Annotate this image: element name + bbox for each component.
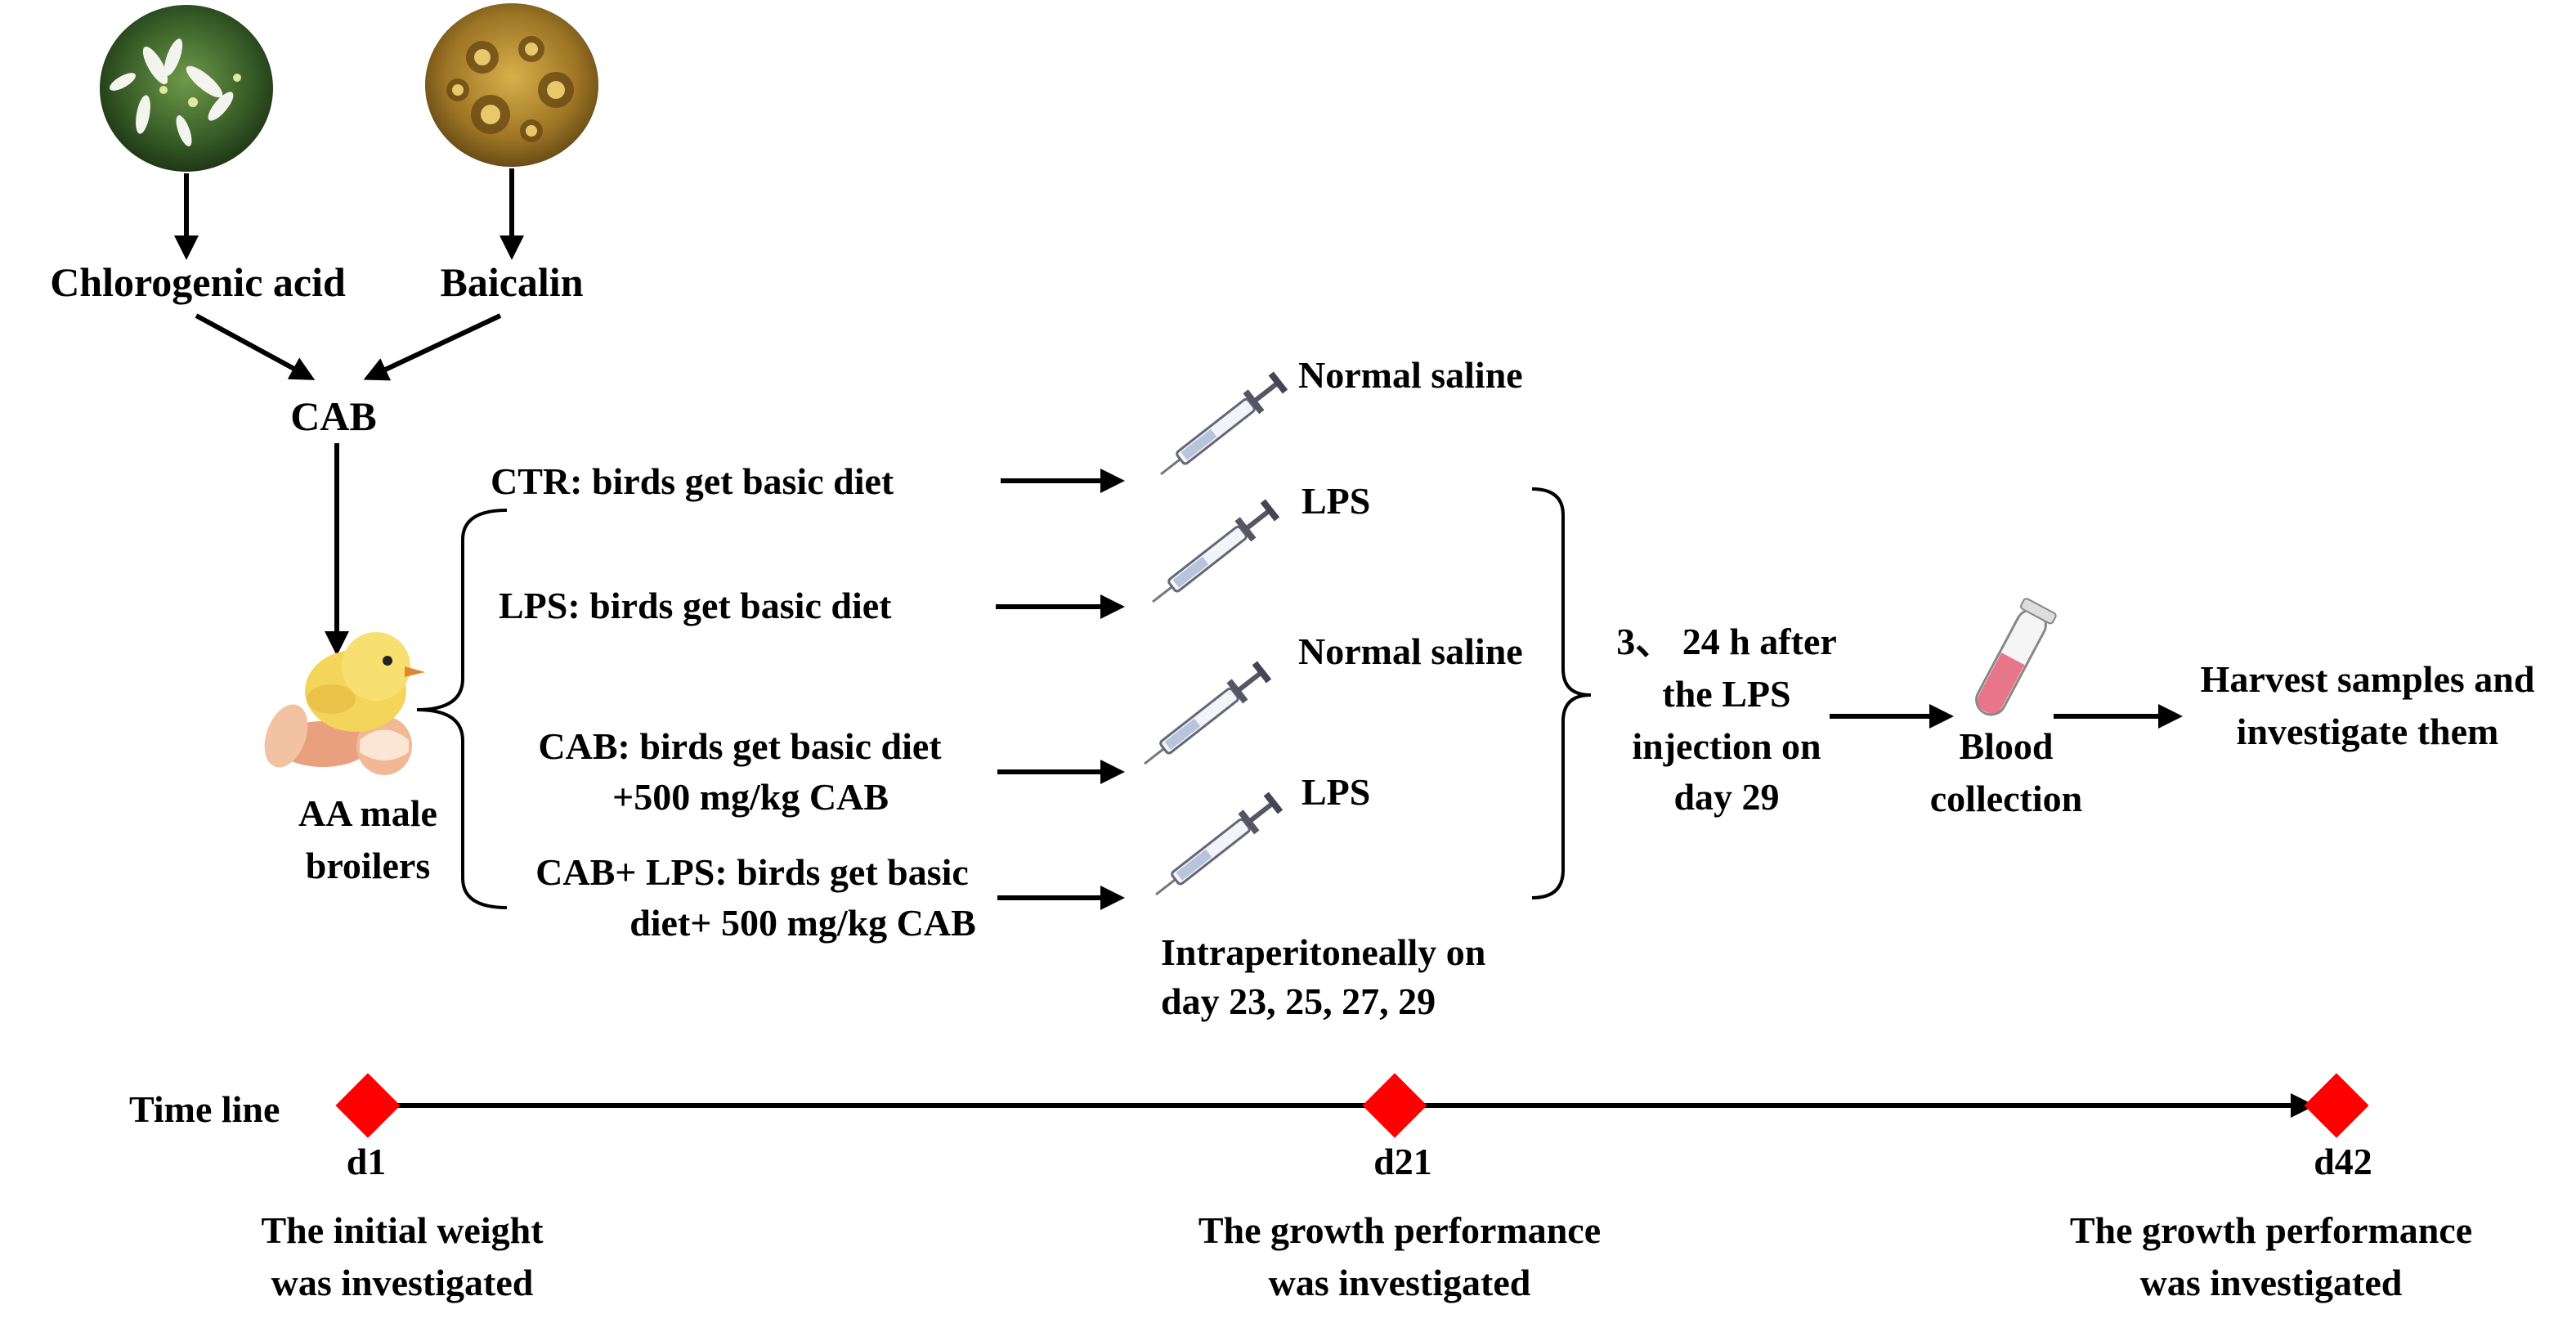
timeline-note-d21-line2: was investigated <box>1269 1262 1531 1303</box>
syringe-icon <box>1155 792 1284 896</box>
group-cab-lps: CAB+ LPS: birds get basic diet+ 500 mg/k… <box>535 851 1125 944</box>
group-ctr-label: CTR: birds get basic diet <box>491 460 894 502</box>
injection-schedule-line1: Intraperitoneally on <box>1161 931 1485 973</box>
broilers-label-line1: AA male <box>298 792 437 834</box>
cab-label: CAB <box>290 393 377 439</box>
blood-collection-line2: collection <box>1930 778 2083 819</box>
timeline-note-d42-line1: The growth performance <box>2070 1209 2472 1251</box>
injection-label-cab-lps: LPS <box>1301 771 1370 813</box>
chlorogenic-acid-label: Chlorogenic acid <box>50 259 346 305</box>
timeline-day-d42: d42 <box>2314 1141 2372 1182</box>
groups-brace <box>416 509 508 909</box>
harvest-line2: investigate them <box>2237 711 2499 752</box>
group-cab-lps-label-line1: CAB+ LPS: birds get basic <box>535 851 969 893</box>
baicalin-label: Baicalin <box>440 259 583 305</box>
harvest-line1: Harvest samples and <box>2201 658 2535 700</box>
broilers-label-line2: broilers <box>306 845 430 886</box>
group-ctr: CTR: birds get basic diet <box>491 460 1125 502</box>
group-cab-label-line2: +500 mg/kg CAB <box>612 776 889 818</box>
timeline-label: Time line <box>129 1088 280 1130</box>
injection-label-cab: Normal saline <box>1298 630 1523 672</box>
timeline-marker-d42 <box>2304 1073 2369 1138</box>
timeline-day-d1: d1 <box>347 1141 387 1182</box>
injection-label-lps: LPS <box>1301 480 1370 522</box>
post-injection-line4: day 29 <box>1673 776 1779 818</box>
injection-label-ctr: Normal saline <box>1298 354 1523 396</box>
syringe-icon <box>1152 499 1280 603</box>
chick-image <box>264 632 425 775</box>
group-cab-lps-label-line2: diet+ 500 mg/kg CAB <box>629 902 976 944</box>
arrow-baicalin-to-cab <box>363 313 502 381</box>
timeline-note-d21-line1: The growth performance <box>1198 1209 1601 1251</box>
timeline-note-d1-line1: The initial weight <box>261 1209 544 1251</box>
baicalin-root-image <box>425 3 598 167</box>
group-lps: LPS: birds get basic diet <box>499 585 1125 626</box>
timeline-note-d42-line2: was investigated <box>2140 1262 2403 1303</box>
syringe-icon <box>1160 371 1288 476</box>
timeline-note-d1-line2: was investigated <box>271 1262 534 1303</box>
timeline-marker-d21 <box>1362 1073 1427 1138</box>
injections-brace <box>1531 487 1592 899</box>
blood-tube-icon <box>1975 598 2057 716</box>
injection-schedule-line2: day 23, 25, 27, 29 <box>1161 980 1436 1022</box>
arrow-chlorogenic-to-cab <box>195 313 316 380</box>
post-injection-line1: 3、 24 h after <box>1616 621 1837 662</box>
post-injection-line2: the LPS <box>1662 673 1790 715</box>
post-injection-line3: injection on <box>1632 725 1821 767</box>
group-cab-label-line1: CAB: birds get basic diet <box>538 725 942 767</box>
honeysuckle-image <box>100 5 273 172</box>
blood-collection-line1: Blood <box>1959 725 2053 767</box>
timeline-marker-d1 <box>335 1073 401 1138</box>
group-cab: CAB: birds get basic diet +500 mg/kg CAB <box>538 725 1125 818</box>
syringe-icon <box>1144 661 1272 765</box>
timeline-day-d21: d21 <box>1373 1141 1432 1182</box>
group-lps-label: LPS: birds get basic diet <box>499 585 892 626</box>
